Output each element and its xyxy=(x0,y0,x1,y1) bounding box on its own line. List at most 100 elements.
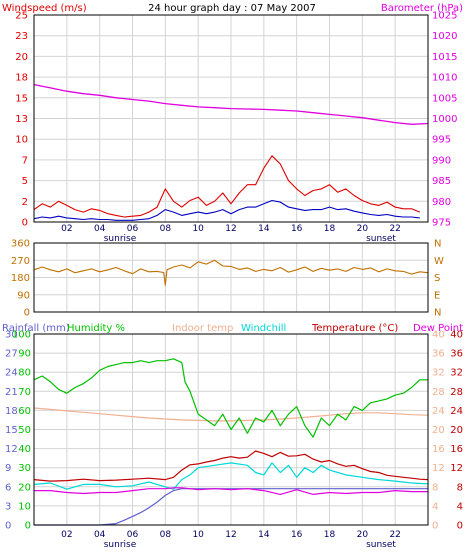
humidity-tick: 100 xyxy=(12,330,31,341)
direction-tick: 90 xyxy=(17,290,30,301)
p2-left-ticks: 360 270 180 90 0 xyxy=(11,239,30,319)
p1-x-ticks: 02 04 06 08 10 12 14 16 18 20 22 xyxy=(61,224,401,234)
indoor-tick: 20 xyxy=(432,425,445,436)
p3-frame xyxy=(33,333,429,526)
indoor-tick: 8 xyxy=(432,482,438,493)
wind-direction-line xyxy=(33,259,429,286)
compass-tick: W xyxy=(434,256,444,267)
windspeed-tick: 20 xyxy=(15,52,28,63)
direction-tick: 270 xyxy=(11,256,30,267)
x-tick-label: 18 xyxy=(324,530,336,540)
x-tick-label: 04 xyxy=(94,224,106,234)
barometer-line xyxy=(33,83,429,125)
rainfall-axis-label: Rainfall (mm) xyxy=(2,323,70,334)
rain-tick: 9 xyxy=(5,463,11,474)
x-tick-label: 10 xyxy=(192,224,204,234)
indoor-tick: 4 xyxy=(432,501,438,512)
p3-x-ticks: 02 04 06 08 10 12 14 16 18 20 22 xyxy=(61,530,401,540)
x-tick-label: 14 xyxy=(258,530,270,540)
x-tick-label: 20 xyxy=(357,530,369,540)
p1-series xyxy=(33,83,429,221)
x-tick-label: 06 xyxy=(127,530,139,540)
barometer-tick: 980 xyxy=(432,197,451,208)
windspeed-tick: 23 xyxy=(15,31,28,42)
temperature-tick: 32 xyxy=(450,368,463,379)
indoor-tick: 40 xyxy=(432,330,445,341)
x-tick-label: 02 xyxy=(61,224,72,234)
direction-tick: 360 xyxy=(11,239,30,250)
windspeed-tick: 5 xyxy=(22,176,28,187)
x-tick-label: 12 xyxy=(225,530,236,540)
p1-sunrise-label: sunrise xyxy=(104,234,137,244)
humidity-tick: 60 xyxy=(18,406,31,417)
x-tick-label: 08 xyxy=(160,224,172,234)
p3-temperature-ticks: 0 4 8 12 16 20 24 28 32 36 40 xyxy=(450,330,463,532)
temperature-tick: 16 xyxy=(450,444,463,455)
x-tick-label: 02 xyxy=(61,530,72,540)
barometer-tick: 1005 xyxy=(432,93,457,104)
p3-sunrise-label: sunrise xyxy=(104,540,137,550)
wind-average-line xyxy=(33,199,420,221)
temperature-tick: 12 xyxy=(450,463,463,474)
temperature-line xyxy=(33,450,429,482)
x-tick-label: 12 xyxy=(225,224,236,234)
temperature-tick: 36 xyxy=(450,349,463,360)
x-tick-label: 16 xyxy=(291,530,303,540)
temperature-axis-label: Temperature (°C) xyxy=(311,323,398,334)
indoor-tick: 32 xyxy=(432,368,445,379)
rain-tick: 30 xyxy=(5,330,18,341)
p3-grid xyxy=(34,334,428,525)
windspeed-axis-label: Windspeed (m/s) xyxy=(2,3,87,14)
rain-tick: 6 xyxy=(5,482,11,493)
windchill-line xyxy=(33,462,429,490)
rain-tick: 18 xyxy=(5,406,18,417)
barometer-tick: 975 xyxy=(432,218,451,229)
compass-tick: E xyxy=(434,290,440,301)
chart-title: 24 hour graph day : 07 May 2007 xyxy=(148,3,316,14)
temperature-tick: 20 xyxy=(450,425,463,436)
p2-series xyxy=(33,259,429,286)
x-tick-label: 22 xyxy=(389,224,400,234)
rain-tick: 3 xyxy=(5,501,11,512)
rainfall-line xyxy=(34,488,428,526)
p3-rain-ticks: 0 3 6 9 12 15 18 21 24 27 30 xyxy=(5,330,18,532)
rain-tick: 12 xyxy=(5,444,18,455)
p3-series xyxy=(33,358,429,526)
humidity-tick: 50 xyxy=(18,425,31,436)
p3-indoor-ticks: 0 4 8 12 16 20 24 28 32 36 40 xyxy=(432,330,445,532)
p1-grid xyxy=(34,15,428,222)
windspeed-tick: 2 xyxy=(22,197,28,208)
dewpoint-axis-label: Dew Point xyxy=(413,323,463,334)
temperature-tick: 40 xyxy=(450,330,463,341)
wind-gust-line xyxy=(33,155,421,218)
indoor-tick: 16 xyxy=(432,444,445,455)
direction-tick: 180 xyxy=(11,273,30,284)
x-tick-label: 20 xyxy=(357,224,369,234)
p1-sunset-label: sunset xyxy=(366,234,396,244)
windspeed-tick: 10 xyxy=(15,135,28,146)
x-tick-label: 18 xyxy=(324,224,336,234)
compass-tick: S xyxy=(434,273,440,284)
x-tick-label: 10 xyxy=(192,530,204,540)
temperature-tick: 4 xyxy=(457,501,463,512)
temperature-tick: 8 xyxy=(457,482,463,493)
p3-humidity-ticks: 0 10 20 30 40 50 60 70 80 90 100 xyxy=(12,330,31,532)
compass-tick: N xyxy=(434,308,441,319)
p2-frame xyxy=(33,242,429,313)
barometer-tick: 1020 xyxy=(432,31,457,42)
temperature-tick: 24 xyxy=(450,406,463,417)
indoor-tick: 36 xyxy=(432,349,445,360)
x-tick-label: 22 xyxy=(389,530,400,540)
humidity-tick: 20 xyxy=(18,482,31,493)
windspeed-tick: 0 xyxy=(22,218,28,229)
humidity-tick: 80 xyxy=(18,368,31,379)
x-tick-label: 16 xyxy=(291,224,303,234)
wind-baro-panel: Windspeed (m/s) 24 hour graph day : 07 M… xyxy=(2,3,463,244)
humidity-tick: 90 xyxy=(18,349,31,360)
humidity-tick: 70 xyxy=(18,387,31,398)
p2-grid xyxy=(34,243,428,312)
indoor-tick: 28 xyxy=(432,387,445,398)
temperature-panel: Rainfall (mm) Humidity % Indoor temp Win… xyxy=(2,323,463,550)
